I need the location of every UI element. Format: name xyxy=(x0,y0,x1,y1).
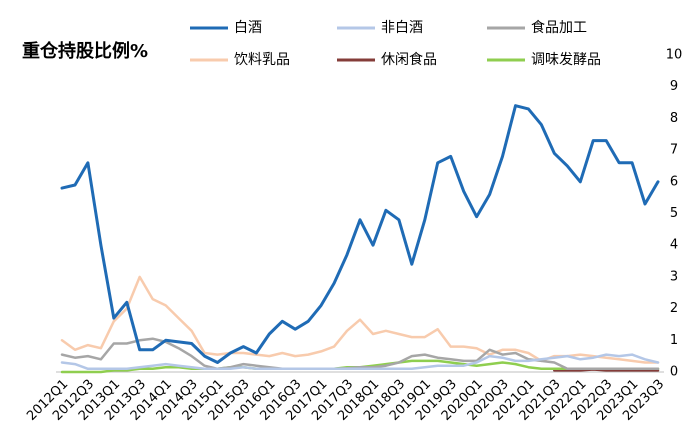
legend-label: 非白酒 xyxy=(381,20,423,36)
y-tick-label: 2 xyxy=(670,301,678,316)
y-tick-label: 1 xyxy=(670,333,678,348)
y-tick-label: 7 xyxy=(670,143,678,158)
chart-title: 重仓持股比例% xyxy=(22,40,148,62)
y-tick-label: 6 xyxy=(670,174,678,189)
y-tick-label: 4 xyxy=(670,238,678,253)
y-tick-label: 0 xyxy=(670,365,678,380)
y-tick-label: 5 xyxy=(670,206,678,221)
legend-label: 饮料乳品 xyxy=(234,52,290,68)
legend-label: 白酒 xyxy=(234,20,262,36)
legend-label: 休闲食品 xyxy=(381,51,437,68)
legend-label: 食品加工 xyxy=(531,19,587,36)
series-line xyxy=(553,368,660,372)
y-tick-label: 10 xyxy=(666,48,683,63)
series-line xyxy=(60,104,660,364)
legend-label: 调味发酵品 xyxy=(531,52,601,68)
y-tick-label: 9 xyxy=(670,79,678,94)
y-tick-label: 3 xyxy=(670,269,678,284)
y-tick-label: 8 xyxy=(670,111,678,126)
series-line xyxy=(60,337,660,371)
series-line xyxy=(60,353,660,371)
